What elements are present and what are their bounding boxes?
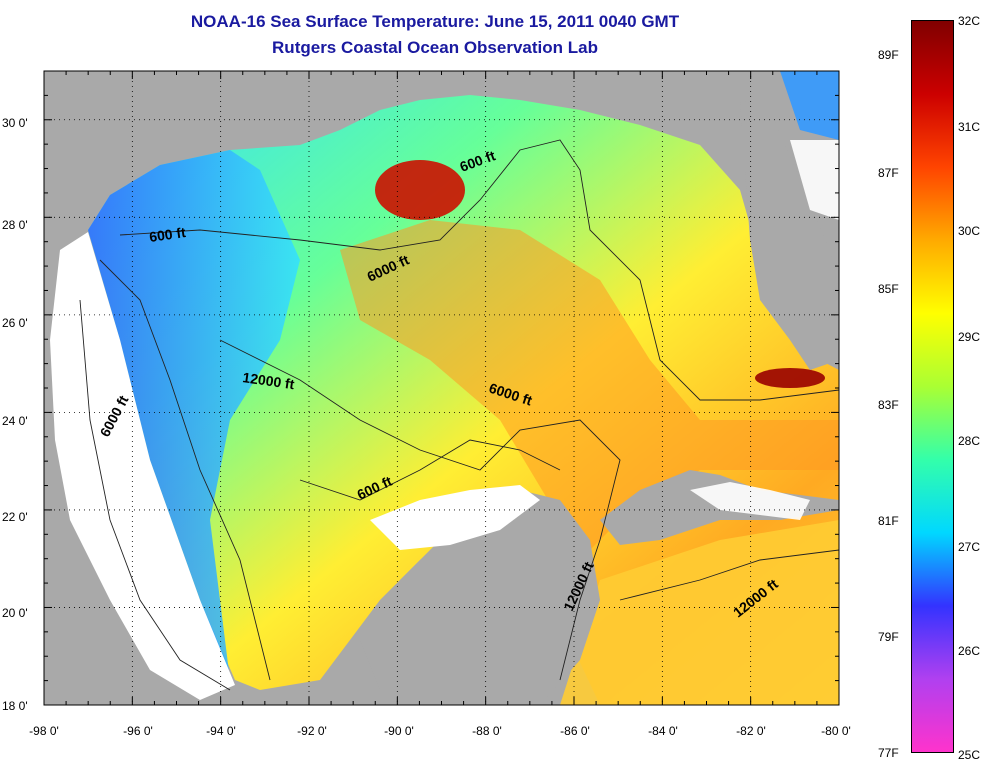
lon-label: -80 0' bbox=[821, 724, 851, 738]
lon-label: -94 0' bbox=[206, 724, 236, 738]
lon-label: -86 0' bbox=[560, 724, 590, 738]
contour-label: 12000 ft bbox=[242, 369, 296, 392]
celsius-tick-label: 28C bbox=[958, 434, 981, 448]
celsius-tick-label: 30C bbox=[958, 224, 981, 238]
lon-label: -88 0' bbox=[472, 724, 502, 738]
atlantic-water bbox=[780, 71, 839, 140]
fahrenheit-tick-label: 83F bbox=[878, 398, 899, 412]
celsius-tick-label: 32C bbox=[958, 14, 981, 28]
no-data-cuba bbox=[690, 482, 810, 520]
celsius-tick-label: 27C bbox=[958, 540, 981, 554]
temperature-colorbar bbox=[911, 20, 954, 753]
map-frame bbox=[44, 71, 839, 705]
map-subtitle: Rutgers Coastal Ocean Observation Lab bbox=[272, 38, 598, 57]
depth-contours bbox=[79, 139, 839, 691]
lat-label: 26 0' bbox=[2, 316, 28, 330]
yucatan-land bbox=[360, 490, 600, 705]
lon-label: -82 0' bbox=[736, 724, 766, 738]
fahrenheit-tick-label: 81F bbox=[878, 514, 899, 528]
lat-label: 20 0' bbox=[2, 606, 28, 620]
lon-label: -98 0' bbox=[29, 724, 59, 738]
lon-label: -96 0' bbox=[123, 724, 153, 738]
sst-map: 600 ft 600 ft 6000 ft 12000 ft 6000 ft 6… bbox=[43, 70, 840, 706]
west-cool-region bbox=[88, 150, 300, 680]
contour-label: 600 ft bbox=[148, 224, 187, 245]
fahrenheit-tick-label: 89F bbox=[878, 48, 899, 62]
lat-label: 18 0' bbox=[2, 699, 28, 713]
axis-ticks bbox=[43, 70, 840, 706]
celsius-tick-label: 31C bbox=[958, 120, 981, 134]
lat-label: 22 0' bbox=[2, 510, 28, 524]
fahrenheit-tick-label: 85F bbox=[878, 282, 899, 296]
lat-label: 30 0' bbox=[2, 116, 28, 130]
lon-label: -92 0' bbox=[297, 724, 327, 738]
graticule bbox=[44, 71, 839, 705]
celsius-tick-label: 29C bbox=[958, 330, 981, 344]
celsius-tick-label: 26C bbox=[958, 644, 981, 658]
lat-label: 24 0' bbox=[2, 414, 28, 428]
no-data-west bbox=[50, 232, 235, 700]
map-title: NOAA-16 Sea Surface Temperature: June 15… bbox=[190, 12, 680, 31]
lat-label: 28 0' bbox=[2, 218, 28, 232]
florida-land bbox=[740, 100, 839, 370]
caribbean-water bbox=[560, 520, 839, 705]
loop-current-warm bbox=[340, 220, 839, 560]
lon-label: -90 0' bbox=[384, 724, 414, 738]
no-data-campeche bbox=[370, 485, 540, 550]
florida-bay-hotspot bbox=[755, 368, 825, 388]
delta-hotspot bbox=[375, 160, 465, 220]
fahrenheit-tick-label: 77F bbox=[878, 746, 899, 760]
lon-label: -84 0' bbox=[648, 724, 678, 738]
no-data-florida bbox=[790, 140, 839, 220]
celsius-tick-label: 25C bbox=[958, 748, 981, 762]
fahrenheit-tick-label: 87F bbox=[878, 166, 899, 180]
fahrenheit-tick-label: 79F bbox=[878, 630, 899, 644]
